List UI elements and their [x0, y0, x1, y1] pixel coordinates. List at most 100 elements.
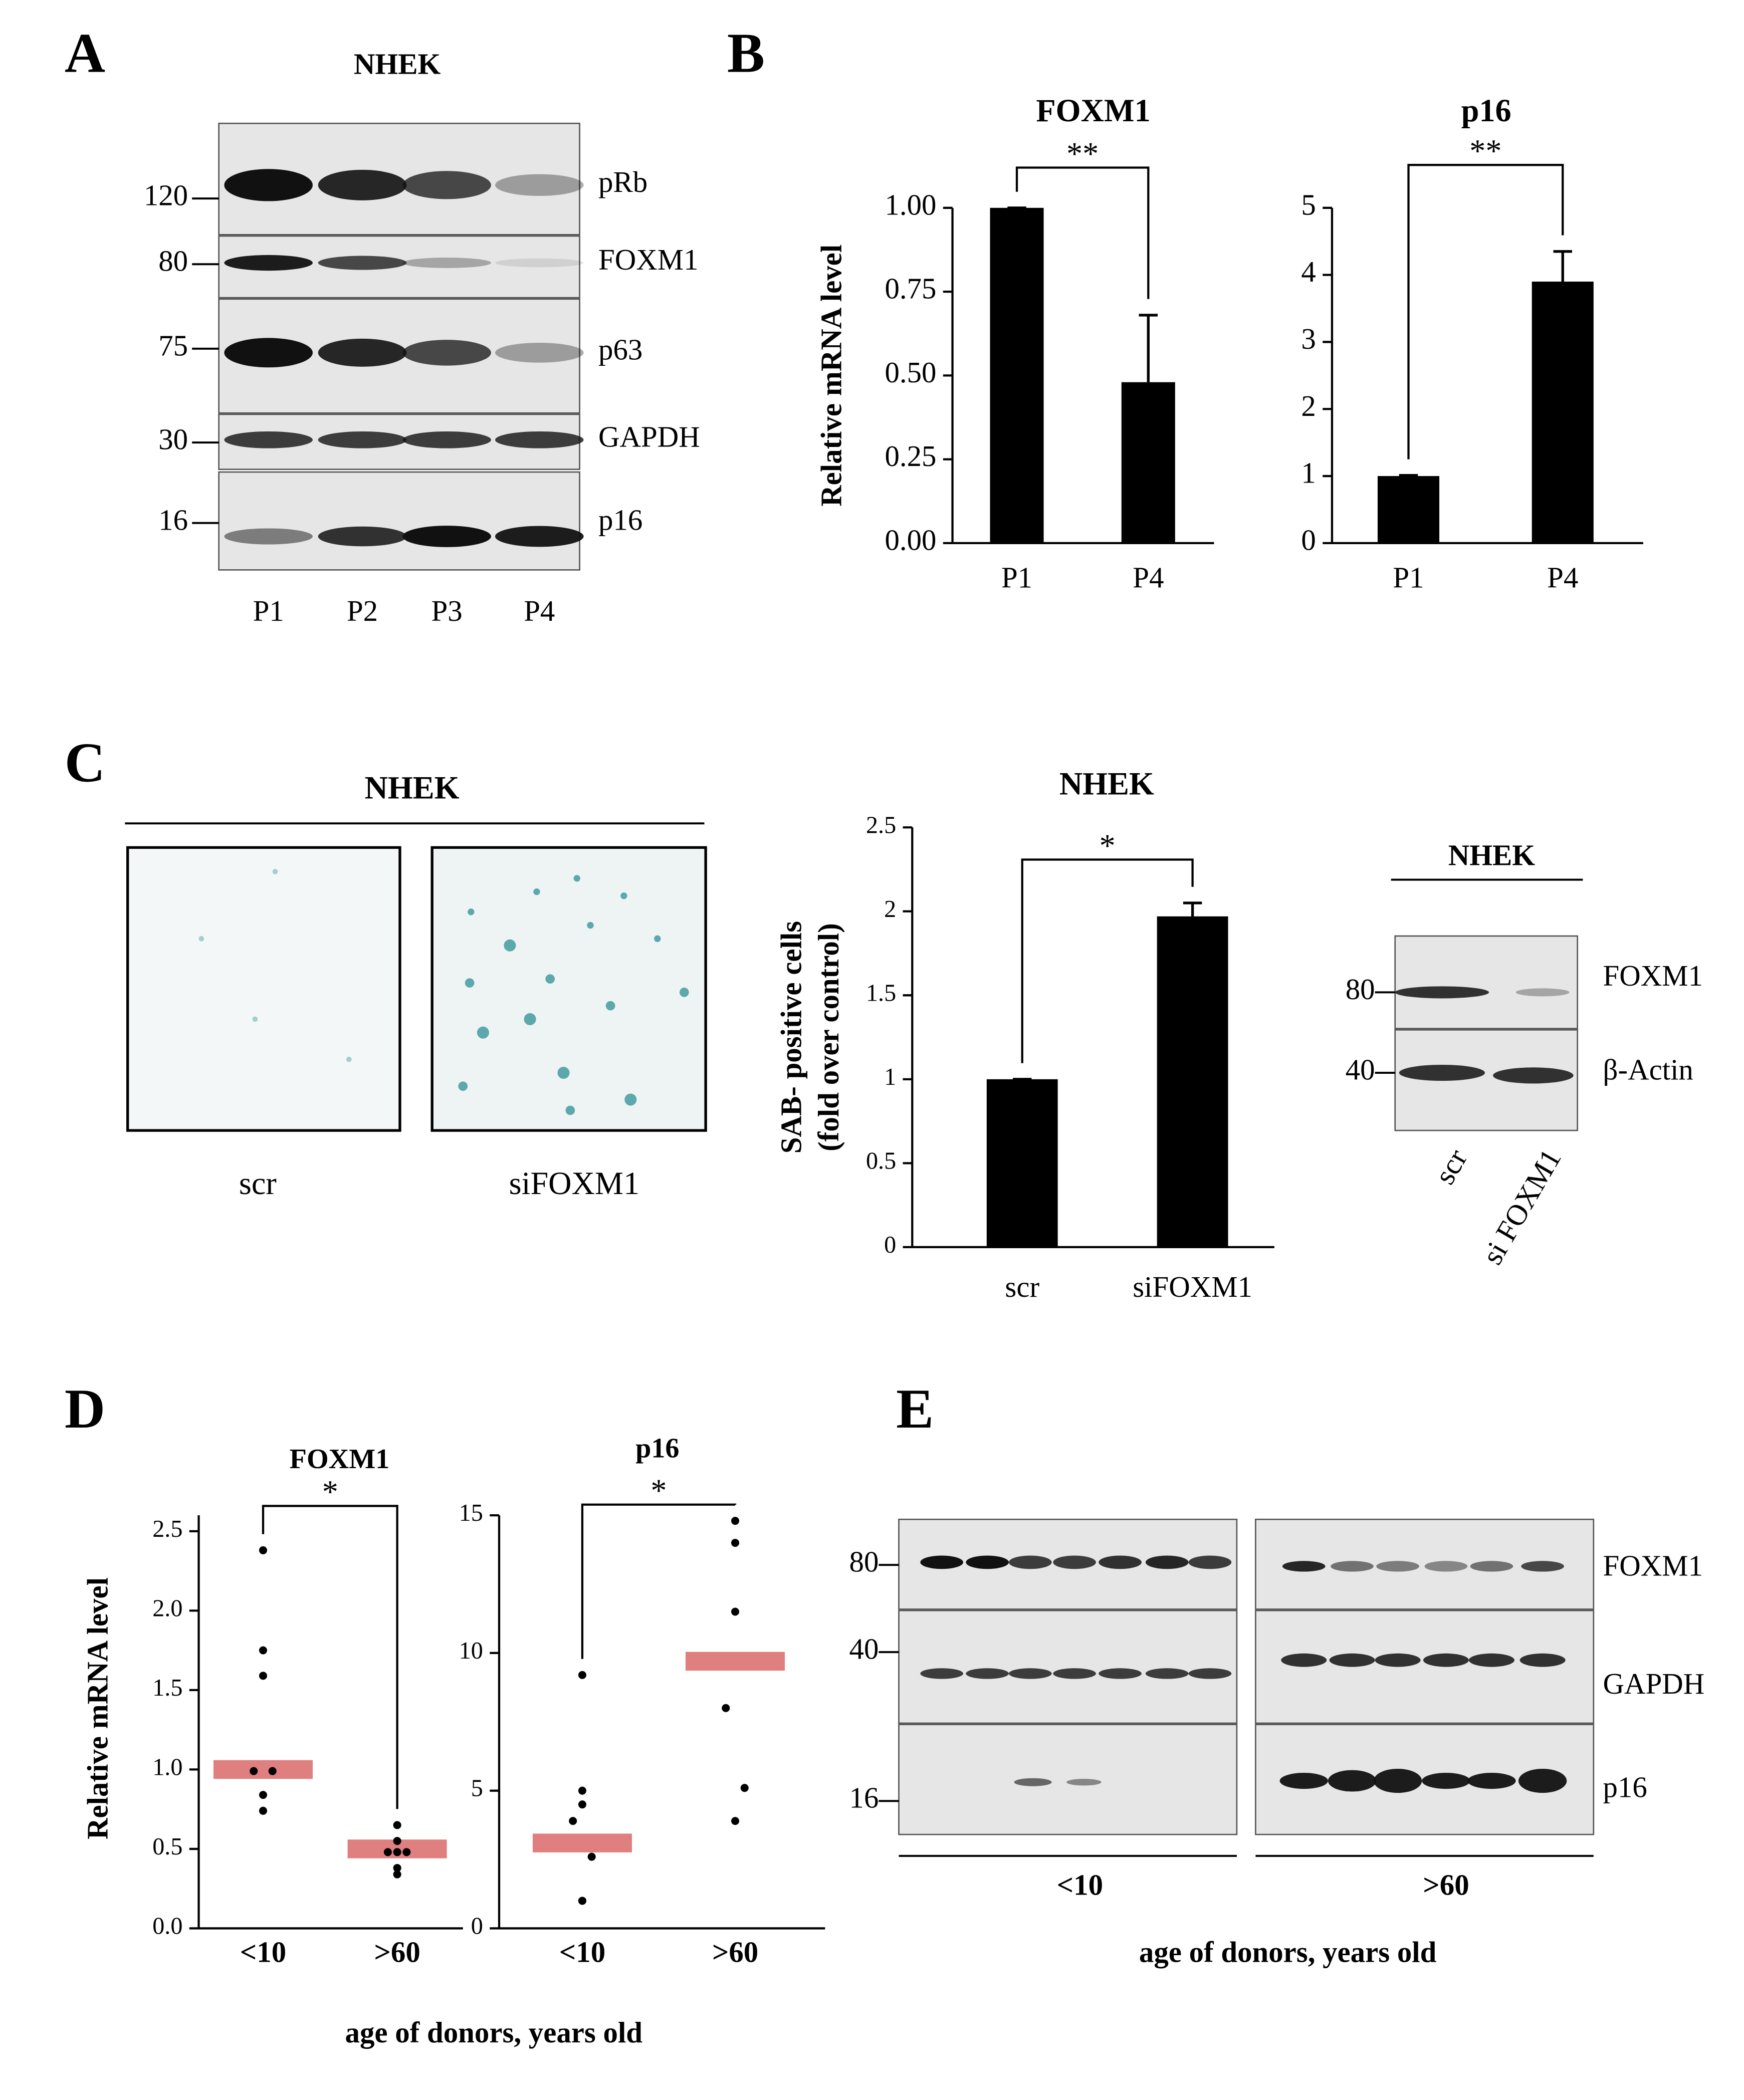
blot-band — [1099, 1668, 1142, 1679]
significance-label: ** — [1469, 133, 1501, 169]
blot-band — [966, 1555, 1009, 1569]
y-tick-label: 0.00 — [885, 524, 936, 556]
blot-band — [1099, 1555, 1142, 1569]
median-bar — [213, 1760, 313, 1779]
point — [722, 1704, 730, 1712]
chart-title: p16 — [1461, 93, 1511, 128]
lane-label: si FOXM1 — [1476, 1143, 1568, 1270]
blot-band — [1008, 1555, 1052, 1569]
stain-dot — [272, 869, 278, 874]
stain-dot — [545, 974, 555, 984]
y-tick-label: 4 — [1301, 256, 1316, 288]
blot-band — [1008, 1668, 1052, 1679]
x-axis-label: age of donors, years old — [1139, 1936, 1437, 1968]
x-axis-label: age of donors, years old — [345, 2016, 643, 2049]
blot-band — [1281, 1653, 1327, 1667]
protein-label: GAPDH — [598, 420, 700, 453]
micrograph-title: NHEK — [364, 770, 459, 806]
blot-band — [1467, 1772, 1516, 1789]
blot-band — [1493, 1067, 1574, 1084]
protein-label: GAPDH — [1603, 1668, 1705, 1700]
protein-label: p16 — [1603, 1771, 1647, 1803]
blot-band — [318, 338, 407, 367]
blot-band — [1053, 1555, 1096, 1569]
blot-band — [224, 338, 313, 368]
blot-band — [224, 255, 313, 271]
blot-band — [402, 526, 491, 547]
y-tick-label: 1.5 — [866, 980, 896, 1006]
significance-bracket — [262, 1505, 398, 1809]
marker-label: 16 — [158, 504, 188, 536]
protein-label: FOXM1 — [1603, 1550, 1703, 1582]
blot-band — [1066, 1779, 1102, 1786]
y-tick-label: 5 — [1301, 188, 1316, 221]
marker-label: 80 — [849, 1546, 879, 1578]
stain-dot — [524, 1013, 536, 1025]
marker-label: 120 — [144, 179, 188, 212]
significance-bracket — [1015, 166, 1150, 299]
lane-label: P1 — [253, 595, 284, 627]
x-tick-label: <10 — [559, 1936, 605, 1968]
blot-band — [1145, 1555, 1189, 1569]
blot-band — [1188, 1555, 1232, 1569]
blot-band — [402, 171, 491, 199]
blot-band — [1515, 988, 1570, 997]
blot-band — [495, 258, 584, 268]
chart-title: p16 — [635, 1433, 679, 1464]
blot-band — [1279, 1772, 1328, 1789]
protein-label: β-Actin — [1603, 1054, 1693, 1086]
y-tick-label: 0 — [884, 1232, 896, 1258]
blot-band — [402, 258, 491, 268]
bar — [990, 207, 1044, 543]
panel-label: C — [65, 732, 105, 794]
blot-band — [224, 431, 313, 448]
blot-band — [1328, 1770, 1377, 1792]
stain-dot — [468, 908, 475, 915]
chart-title: FOXM1 — [290, 1444, 390, 1475]
x-tick-label: >60 — [712, 1936, 758, 1968]
stain-dot — [458, 1081, 468, 1091]
x-tick-label: <10 — [240, 1936, 286, 1968]
stain-dot — [198, 936, 204, 942]
y-tick-label: 0.0 — [152, 1913, 182, 1939]
marker-label: 80 — [1346, 973, 1375, 1006]
marker-label: 40 — [1346, 1054, 1375, 1086]
y-tick-label: 3 — [1301, 323, 1316, 355]
blot-band — [966, 1668, 1009, 1679]
blot-band — [1373, 1768, 1422, 1793]
x-tick-label: siFOXM1 — [1133, 1271, 1252, 1303]
micrograph-label: scr — [239, 1165, 277, 1201]
y-tick-label: 0.50 — [885, 356, 936, 389]
significance-bracket — [1407, 164, 1564, 459]
stain-dot — [587, 921, 594, 929]
blot-band — [495, 174, 584, 196]
chart-title: NHEK — [1059, 766, 1154, 802]
point — [402, 1848, 411, 1856]
point — [393, 1837, 401, 1845]
y-tick-label: 1.0 — [152, 1754, 182, 1780]
x-tick-label: P4 — [1547, 561, 1578, 594]
blot-band — [495, 342, 584, 363]
stain-dot — [533, 888, 540, 895]
y-tick-label: 1.5 — [152, 1675, 182, 1701]
y-tick-label: 2 — [884, 896, 896, 922]
blot-strip — [898, 1724, 1238, 1835]
median-bar — [686, 1652, 785, 1671]
stain-dot — [679, 988, 689, 997]
y-tick-label: 15 — [459, 1500, 483, 1526]
bar — [1377, 476, 1440, 543]
point — [740, 1784, 749, 1792]
significance-label: * — [322, 1474, 338, 1510]
blot-strip — [1255, 1609, 1595, 1724]
panel-label: E — [896, 1378, 934, 1440]
chart-title: FOXM1 — [1036, 93, 1150, 128]
point — [587, 1852, 596, 1861]
marker-label: 16 — [849, 1782, 879, 1814]
blot-band — [318, 526, 407, 547]
stain-dot — [465, 978, 475, 988]
point — [578, 1786, 586, 1795]
x-tick-label: scr — [1005, 1271, 1039, 1303]
micrograph-label: siFOXM1 — [509, 1165, 640, 1201]
y-tick-label: 1 — [884, 1064, 896, 1090]
blot-band — [495, 431, 584, 448]
